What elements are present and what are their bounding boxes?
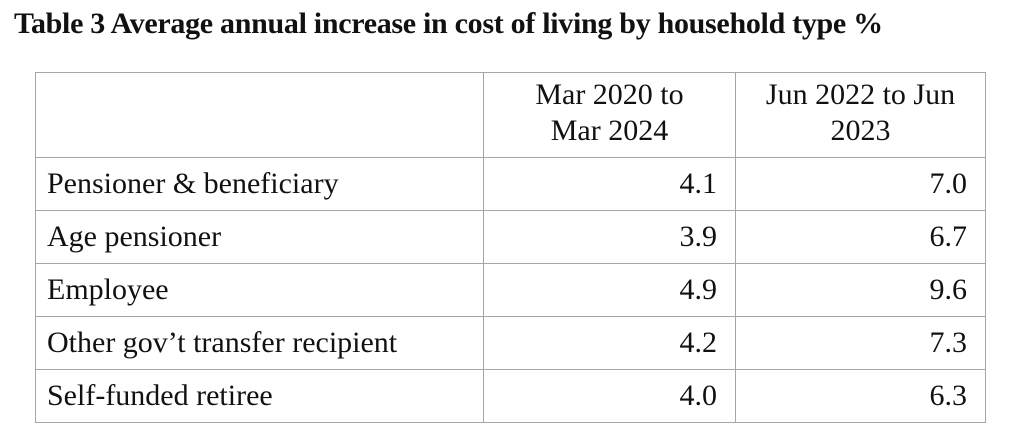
value-cell: 4.0 [483, 369, 736, 423]
header-cell-period-2: Jun 2022 to Jun 2023 [735, 72, 986, 158]
row-label: Other gov’t transfer recipient [35, 316, 484, 370]
value-cell: 4.9 [483, 263, 736, 317]
value-cell: 4.1 [483, 157, 736, 211]
value-cell: 7.0 [735, 157, 986, 211]
row-label: Age pensioner [35, 210, 484, 264]
row-label: Employee [35, 263, 484, 317]
row-label: Self-funded retiree [35, 369, 484, 423]
value-cell: 3.9 [483, 210, 736, 264]
header-row: Mar 2020 to Mar 2024 Jun 2022 to Jun 202… [35, 72, 986, 158]
value-cell: 4.2 [483, 316, 736, 370]
row-label: Pensioner & beneficiary [35, 157, 484, 211]
header-cell-household-type [35, 72, 484, 158]
table-title: Table 3 Average annual increase in cost … [14, 7, 883, 40]
value-cell: 6.3 [735, 369, 986, 423]
table-row: Employee 4.9 9.6 [35, 263, 986, 317]
table-row: Pensioner & beneficiary 4.1 7.0 [35, 157, 986, 211]
table-row: Other gov’t transfer recipient 4.2 7.3 [35, 316, 986, 370]
value-cell: 6.7 [735, 210, 986, 264]
value-cell: 9.6 [735, 263, 986, 317]
cost-of-living-table: Mar 2020 to Mar 2024 Jun 2022 to Jun 202… [35, 72, 986, 423]
table-row: Age pensioner 3.9 6.7 [35, 210, 986, 264]
table-row: Self-funded retiree 4.0 6.3 [35, 369, 986, 423]
header-cell-period-1: Mar 2020 to Mar 2024 [483, 72, 736, 158]
value-cell: 7.3 [735, 316, 986, 370]
